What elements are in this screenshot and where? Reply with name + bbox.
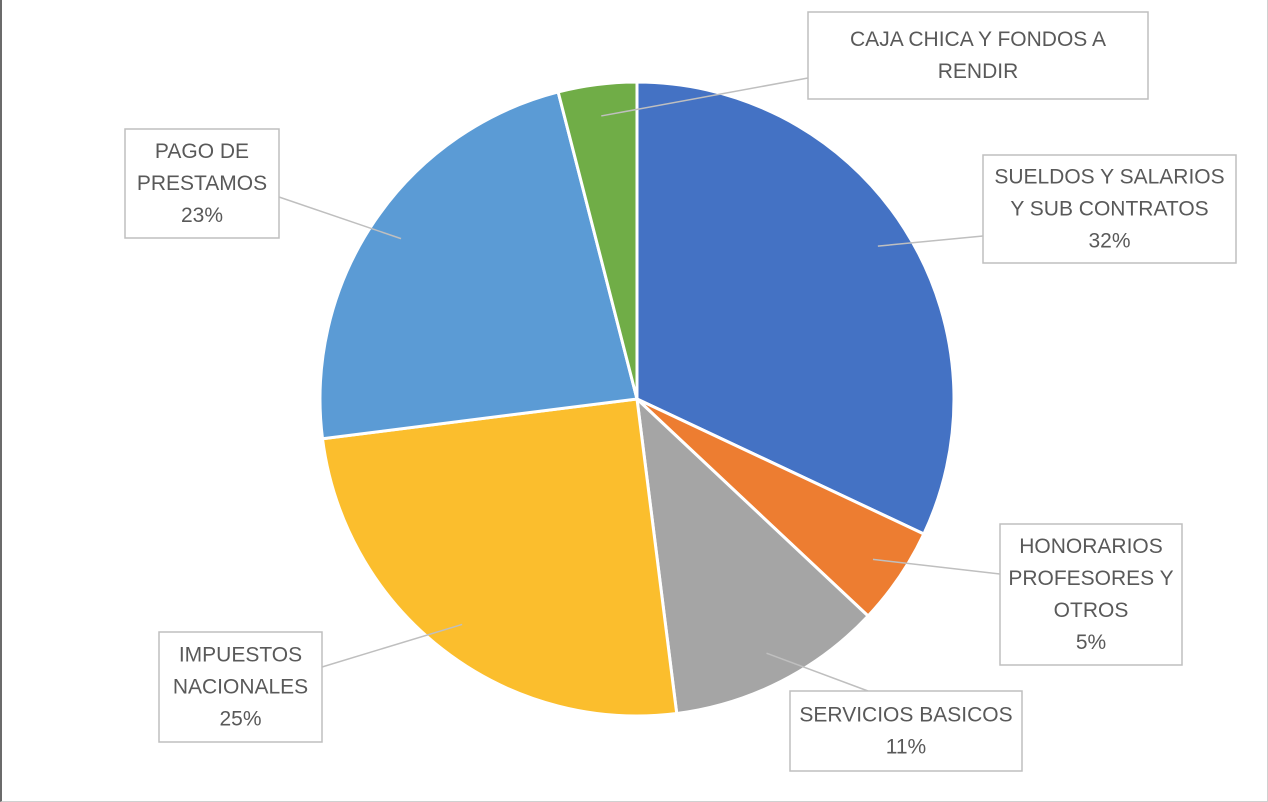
leader-line-sueldos-y-salarios-y-sub-contratos xyxy=(877,235,984,247)
category-label-line: RENDIR xyxy=(938,60,1019,83)
leader-line-servicios-basicos xyxy=(766,652,869,692)
callout-servicios-basicos: SERVICIOS BASICOS 11% xyxy=(789,690,1023,772)
pie-slice-caja-chica-y-fondos-a-rendir xyxy=(556,80,639,401)
callout-box xyxy=(982,154,1237,264)
data-label-percent: 5% xyxy=(1076,631,1106,654)
callout-caja-chica-y-fondos-a-rendir: CAJA CHICA Y FONDOS A RENDIR xyxy=(807,11,1149,100)
data-label-percent: 23% xyxy=(181,204,223,227)
callout-impuestos-nacionales: IMPUESTOS NACIONALES 25% xyxy=(158,631,323,743)
category-label-line: IMPUESTOS xyxy=(179,644,302,667)
callout-honorarios-profesores-y-otros: HONORARIOS PROFESORES Y OTROS 5% xyxy=(999,523,1183,666)
data-label-percent: 32% xyxy=(1088,230,1130,253)
category-label-line: SERVICIOS BASICOS xyxy=(799,704,1012,727)
leader-lines-layer xyxy=(278,77,1001,692)
pie-slice-servicios-basicos xyxy=(635,397,870,715)
callout-sueldos-y-salarios-y-sub-contratos: SUELDOS Y SALARIOS Y SUB CONTRATOS 32% xyxy=(982,154,1237,264)
category-label-line: SUELDOS Y SALARIOS xyxy=(994,166,1224,189)
callout-box xyxy=(807,11,1149,100)
data-label-percent: 25% xyxy=(219,708,261,731)
data-label-percent: 11% xyxy=(886,736,926,759)
pie-slice-pago-de-prestamos xyxy=(318,90,639,441)
callout-pago-de-prestamos: PAGO DE PRESTAMOS 23% xyxy=(124,128,280,239)
category-label-line: Y SUB CONTRATOS xyxy=(1010,198,1208,221)
category-label-line: HONORARIOS xyxy=(1019,535,1163,558)
callout-box xyxy=(158,631,323,743)
category-label-line: OTROS xyxy=(1054,599,1129,622)
slices-layer xyxy=(318,80,956,718)
category-label-line: PRESTAMOS xyxy=(137,172,267,195)
callout-box xyxy=(999,523,1183,666)
leader-line-honorarios-profesores-y-otros xyxy=(872,558,1001,575)
category-label-line: PROFESORES Y xyxy=(1008,567,1173,590)
callout-labels-layer: SUELDOS Y SALARIOS Y SUB CONTRATOS 32% HONO… xyxy=(124,11,1237,772)
category-label-line: PAGO DE xyxy=(155,140,249,163)
pie-slice-impuestos-nacionales xyxy=(321,397,679,718)
callout-box xyxy=(789,690,1023,772)
leader-line-impuestos-nacionales xyxy=(321,623,463,668)
leader-line-caja-chica-y-fondos-a-rendir xyxy=(601,77,809,117)
category-label-line: NACIONALES xyxy=(173,676,308,699)
category-label-line: CAJA CHICA Y FONDOS A xyxy=(850,28,1106,51)
callout-box xyxy=(124,128,280,239)
leader-line-pago-de-prestamos xyxy=(278,196,402,240)
